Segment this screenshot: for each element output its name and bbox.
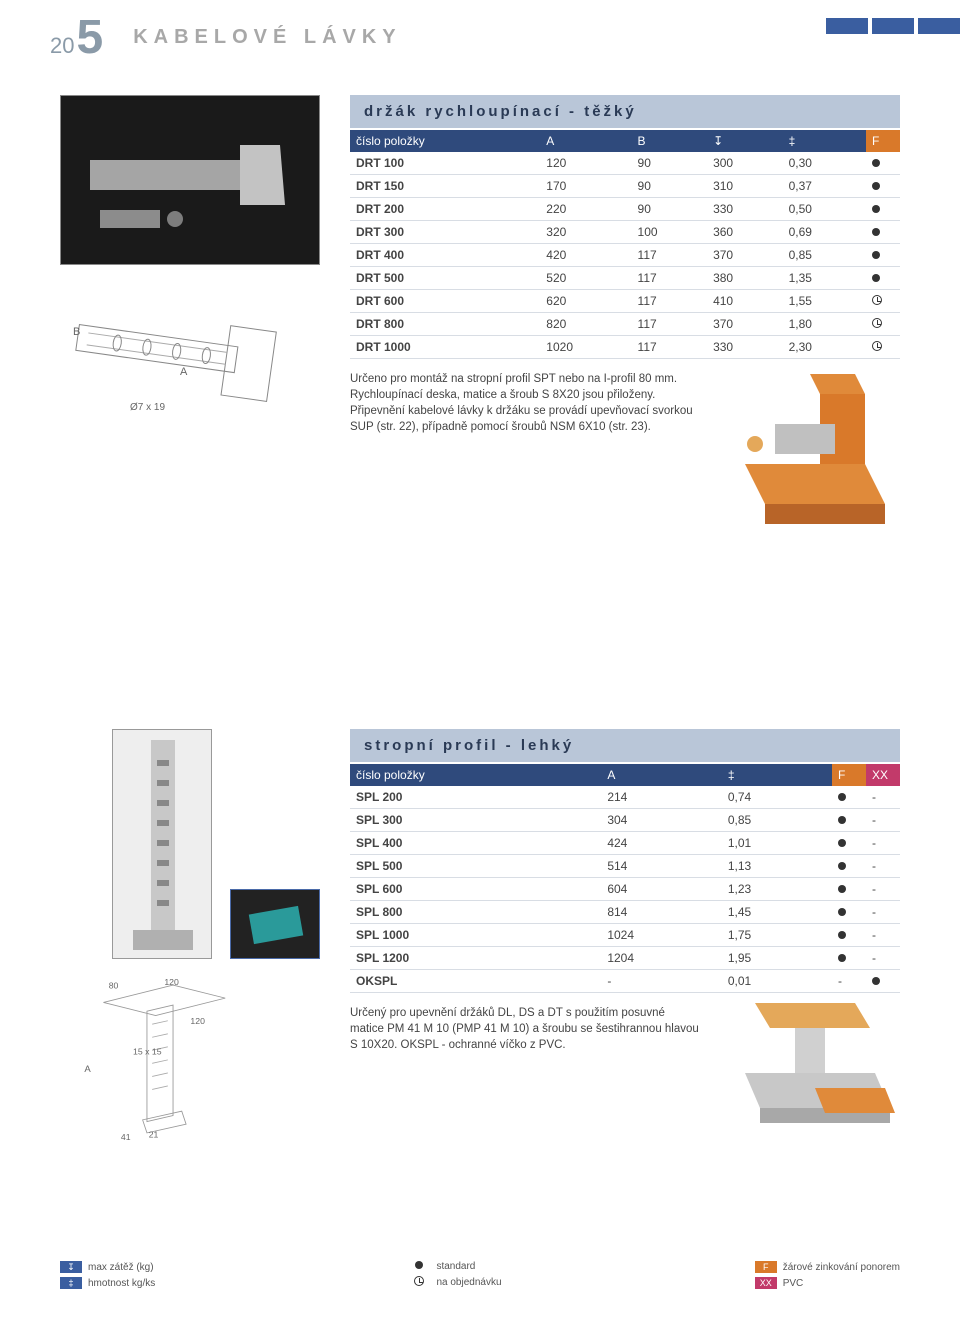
col-B: B	[632, 130, 708, 152]
svg-text:B: B	[73, 326, 80, 338]
svg-text:A: A	[84, 1064, 91, 1075]
page-prefix: 20	[50, 33, 74, 59]
table-row: DRT 200220903300,50	[350, 198, 900, 221]
page-big: 5	[76, 10, 103, 65]
product-render-1	[710, 359, 900, 569]
svg-text:A: A	[180, 366, 188, 378]
table-row: DRT 100120903000,30	[350, 152, 900, 175]
table-drt: číslo položky A B ↧ ‡ F DRT 100120903000…	[350, 130, 900, 359]
legend: ↧max zátěž (kg) ‡hmotnost kg/ks standard n…	[0, 1253, 960, 1301]
table-row: SPL 100010241,75-	[350, 924, 900, 947]
table-row: SPL 8008141,45-	[350, 901, 900, 924]
col2-XX: XX	[866, 764, 900, 786]
svg-text:15 x 15: 15 x 15	[133, 1047, 162, 1057]
col2-name: číslo položky	[350, 764, 601, 786]
col-weight: ‡	[783, 130, 866, 152]
legend-item: na objednávku	[408, 1276, 501, 1289]
table-row: DRT 5005201173801,35	[350, 267, 900, 290]
legend-item: ↧max zátěž (kg)	[60, 1261, 155, 1273]
section1-desc: Určeno pro montáž na stropní profil SPT …	[350, 371, 730, 435]
col2-F: F	[832, 764, 866, 786]
svg-text:120: 120	[190, 1016, 205, 1026]
table-row: SPL 3003040,85-	[350, 809, 900, 832]
table-row: DRT 4004201173700,85	[350, 244, 900, 267]
table-row: SPL 120012041,95-	[350, 947, 900, 970]
svg-text:Ø7 x 19: Ø7 x 19	[130, 402, 165, 413]
product-photo-1	[60, 95, 320, 265]
svg-text:21: 21	[149, 1129, 159, 1139]
product-photo-2b	[230, 889, 320, 959]
table-spl: číslo položky A ‡ F XX SPL 2002140,74-SP…	[350, 764, 900, 993]
svg-text:41: 41	[121, 1132, 131, 1142]
col-load: ↧	[707, 130, 783, 152]
page-number: 20 5	[50, 10, 103, 65]
table-row: DRT 6006201174101,55	[350, 290, 900, 313]
col2-wt: ‡	[722, 764, 832, 786]
table-row: SPL 4004241,01-	[350, 832, 900, 855]
section2-desc: Určený pro upevnění držáků DL, DS a DT s…	[350, 1005, 730, 1053]
section1-title: držák rychloupínací - těžký	[350, 95, 900, 128]
product-render-2	[710, 993, 900, 1173]
table-row: DRT 3003201003600,69	[350, 221, 900, 244]
product-photo-2a	[112, 729, 212, 959]
product-diagram-1: A B Ø7 x 19	[60, 275, 320, 425]
svg-text:80: 80	[109, 981, 119, 991]
product-diagram-2: 80 120 120 A 15 x 15 41 21	[0, 969, 260, 1149]
legend-item: ‡hmotnost kg/ks	[60, 1277, 155, 1289]
table-row: SPL 2002140,74-	[350, 786, 900, 809]
col2-A: A	[601, 764, 722, 786]
col-name: číslo položky	[350, 130, 540, 152]
table-row: DRT 100010201173302,30	[350, 336, 900, 359]
table-row: OKSPL-0,01-	[350, 970, 900, 993]
table-row: DRT 150170903100,37	[350, 175, 900, 198]
table-row: SPL 5005141,13-	[350, 855, 900, 878]
legend-item: XXPVC	[755, 1277, 900, 1289]
table-row: SPL 6006041,23-	[350, 878, 900, 901]
col-F: F	[866, 130, 900, 152]
section2-title: stropní profil - lehký	[350, 729, 900, 762]
table-row: DRT 8008201173701,80	[350, 313, 900, 336]
legend-item: Fžárové zinkování ponorem	[755, 1261, 900, 1273]
header-decor-bars	[826, 18, 960, 34]
col-A: A	[540, 130, 631, 152]
category-title: KABELOVÉ LÁVKY	[133, 26, 401, 49]
legend-item: standard	[408, 1261, 501, 1272]
svg-text:120: 120	[164, 977, 179, 987]
